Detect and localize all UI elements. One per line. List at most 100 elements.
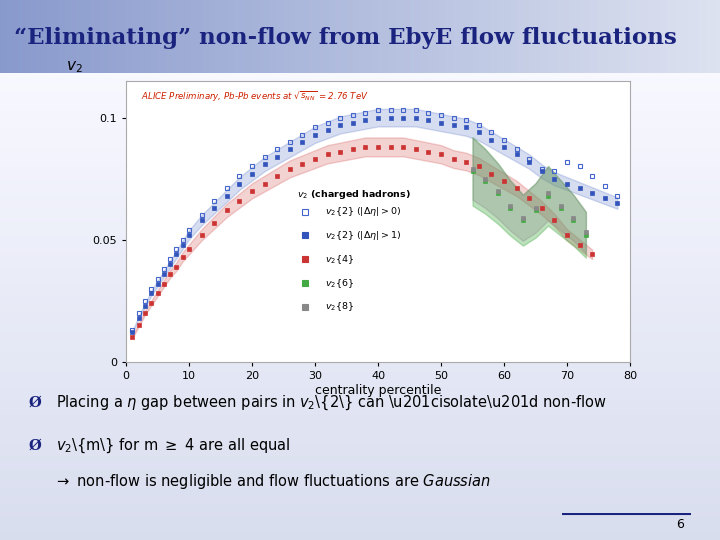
Bar bbox=[274, 0, 277, 73]
Bar bbox=[0, 302, 720, 306]
Bar bbox=[0, 306, 720, 311]
Bar bbox=[0, 176, 720, 180]
Bar bbox=[0, 428, 720, 433]
Bar bbox=[0, 358, 720, 362]
Bar bbox=[576, 0, 580, 73]
Bar bbox=[0, 185, 720, 190]
Text: “Eliminating” non-flow from EbyE flow fluctuations: “Eliminating” non-flow from EbyE flow fl… bbox=[14, 27, 678, 49]
Bar bbox=[115, 0, 119, 73]
Bar bbox=[284, 0, 288, 73]
Bar bbox=[187, 0, 191, 73]
Bar bbox=[61, 0, 65, 73]
Bar bbox=[0, 279, 720, 283]
Bar bbox=[32, 0, 36, 73]
Text: $v_2\{4\}$: $v_2\{4\}$ bbox=[325, 253, 354, 266]
Bar bbox=[0, 82, 720, 87]
Bar bbox=[0, 143, 720, 147]
Bar bbox=[709, 0, 713, 73]
Bar bbox=[479, 0, 482, 73]
Bar bbox=[40, 0, 43, 73]
Bar bbox=[108, 0, 112, 73]
Bar bbox=[0, 194, 720, 199]
Bar bbox=[0, 503, 720, 507]
Bar bbox=[97, 0, 101, 73]
Bar bbox=[0, 218, 720, 222]
Bar bbox=[0, 115, 720, 119]
Bar bbox=[220, 0, 223, 73]
Bar bbox=[0, 199, 720, 204]
Bar bbox=[623, 0, 626, 73]
Bar bbox=[608, 0, 612, 73]
Bar bbox=[0, 110, 720, 115]
Bar bbox=[0, 274, 720, 279]
Bar bbox=[248, 0, 252, 73]
Bar bbox=[180, 0, 184, 73]
Bar bbox=[396, 0, 400, 73]
Bar bbox=[0, 316, 720, 320]
Bar bbox=[184, 0, 187, 73]
Bar bbox=[0, 124, 720, 129]
Bar bbox=[306, 0, 310, 73]
Bar bbox=[403, 0, 407, 73]
Bar bbox=[256, 0, 259, 73]
Text: Ø: Ø bbox=[29, 438, 42, 453]
Bar bbox=[0, 157, 720, 161]
Bar bbox=[0, 171, 720, 176]
Bar bbox=[18, 0, 22, 73]
Bar bbox=[0, 456, 720, 461]
Bar bbox=[0, 395, 720, 400]
Bar bbox=[263, 0, 266, 73]
Bar bbox=[673, 0, 677, 73]
Bar bbox=[0, 442, 720, 447]
Bar bbox=[47, 0, 50, 73]
Bar bbox=[0, 367, 720, 372]
Bar bbox=[367, 0, 371, 73]
Bar bbox=[7, 0, 11, 73]
Bar bbox=[54, 0, 58, 73]
Bar bbox=[619, 0, 623, 73]
X-axis label: centrality percentile: centrality percentile bbox=[315, 383, 441, 396]
Bar bbox=[0, 106, 720, 110]
Bar bbox=[421, 0, 425, 73]
Bar bbox=[378, 0, 382, 73]
Bar bbox=[677, 0, 680, 73]
Text: ALICE Preliminary, Pb-Pb events at $\sqrt{s_{NN}}$ = 2.76 TeV: ALICE Preliminary, Pb-Pb events at $\sqr… bbox=[141, 90, 369, 104]
Bar bbox=[0, 461, 720, 465]
Bar bbox=[252, 0, 256, 73]
Bar bbox=[713, 0, 716, 73]
Bar bbox=[0, 494, 720, 498]
Bar bbox=[191, 0, 194, 73]
Bar bbox=[0, 222, 720, 227]
Bar bbox=[0, 119, 720, 124]
Bar bbox=[706, 0, 709, 73]
Bar bbox=[0, 484, 720, 489]
Bar bbox=[551, 0, 554, 73]
Text: $v_2\{8\}$: $v_2\{8\}$ bbox=[325, 301, 354, 313]
Text: $v_2$: $v_2$ bbox=[66, 60, 82, 76]
Bar bbox=[0, 386, 720, 390]
Bar bbox=[162, 0, 166, 73]
Bar bbox=[684, 0, 688, 73]
Bar bbox=[151, 0, 155, 73]
Bar bbox=[670, 0, 673, 73]
Bar bbox=[0, 437, 720, 442]
Bar bbox=[432, 0, 436, 73]
Bar bbox=[0, 96, 720, 101]
Bar bbox=[590, 0, 594, 73]
Bar bbox=[648, 0, 652, 73]
Bar bbox=[497, 0, 500, 73]
Bar bbox=[0, 204, 720, 208]
Bar bbox=[122, 0, 126, 73]
Text: $v_2\{2\}$ ($|\Delta\eta| > 1$): $v_2\{2\}$ ($|\Delta\eta| > 1$) bbox=[325, 229, 402, 242]
Bar bbox=[0, 101, 720, 106]
Bar bbox=[407, 0, 410, 73]
Bar bbox=[641, 0, 644, 73]
Bar bbox=[486, 0, 490, 73]
Bar bbox=[11, 0, 14, 73]
Bar bbox=[688, 0, 691, 73]
Bar bbox=[0, 246, 720, 251]
Bar bbox=[0, 498, 720, 503]
Bar bbox=[194, 0, 198, 73]
Bar bbox=[79, 0, 83, 73]
Bar bbox=[0, 73, 720, 78]
